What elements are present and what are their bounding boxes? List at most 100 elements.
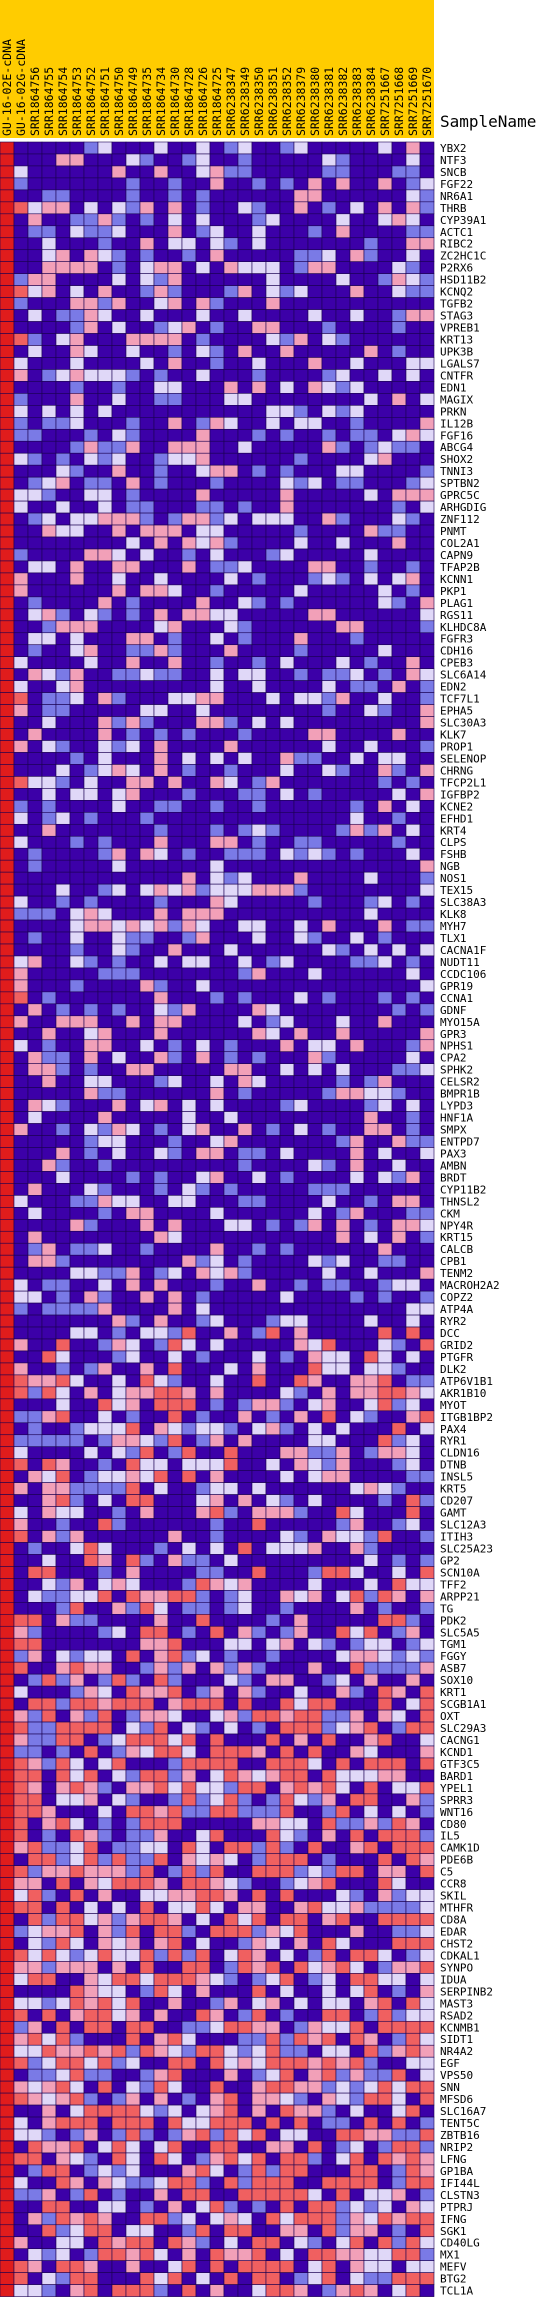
heatmap-cell bbox=[181, 488, 197, 502]
heatmap-cell bbox=[307, 1039, 323, 1053]
heatmap-cell bbox=[209, 859, 225, 873]
heatmap-cell bbox=[153, 1961, 169, 1974]
heatmap-cell bbox=[111, 1350, 127, 1364]
heatmap-cell bbox=[321, 1087, 337, 1100]
heatmap-cell bbox=[0, 1685, 15, 1699]
heatmap-cell bbox=[265, 1829, 281, 1843]
heatmap-cell bbox=[349, 2044, 365, 2058]
heatmap-cell bbox=[335, 644, 351, 658]
heatmap-cell bbox=[293, 1518, 309, 1531]
heatmap-cell bbox=[349, 2020, 365, 2034]
heatmap-cell bbox=[419, 2020, 435, 2034]
heatmap-cell bbox=[125, 1865, 141, 1878]
heatmap-cell bbox=[83, 1230, 99, 1244]
heatmap-cell bbox=[223, 1685, 239, 1699]
heatmap-cell bbox=[335, 261, 351, 274]
heatmap-cell bbox=[111, 1506, 127, 1519]
heatmap-cell bbox=[265, 907, 281, 921]
heatmap-cell bbox=[13, 967, 29, 981]
heatmap-cell bbox=[223, 428, 239, 442]
heatmap-cell bbox=[349, 153, 365, 167]
heatmap-cell bbox=[391, 1661, 407, 1675]
heatmap-cell bbox=[265, 740, 281, 753]
heatmap-cell bbox=[363, 883, 379, 897]
heatmap-cell bbox=[265, 656, 281, 669]
heatmap-cell bbox=[293, 644, 309, 658]
heatmap-cell bbox=[335, 1530, 351, 1543]
heatmap-cell bbox=[419, 1207, 435, 1220]
heatmap-cell bbox=[181, 1506, 197, 1519]
heatmap-cell bbox=[349, 907, 365, 921]
heatmap-cell bbox=[153, 1637, 169, 1651]
heatmap-cell bbox=[209, 835, 225, 849]
heatmap-cell bbox=[335, 764, 351, 777]
heatmap-cell bbox=[27, 644, 43, 658]
heatmap-cell bbox=[13, 812, 29, 825]
heatmap-cell bbox=[209, 476, 225, 490]
heatmap-cell bbox=[349, 979, 365, 993]
heatmap-cell bbox=[307, 943, 323, 957]
heatmap-cell bbox=[335, 1446, 351, 1459]
heatmap-cell bbox=[391, 1673, 407, 1687]
heatmap-cell bbox=[363, 177, 379, 191]
heatmap-cell bbox=[349, 1242, 365, 1256]
heatmap-cell bbox=[209, 1434, 225, 1448]
heatmap-cell bbox=[307, 955, 323, 969]
heatmap-cell bbox=[195, 1637, 211, 1651]
heatmap-cell bbox=[237, 1027, 253, 1041]
heatmap-cell bbox=[265, 464, 281, 478]
heatmap-cell bbox=[237, 1398, 253, 1412]
heatmap-cell bbox=[279, 369, 295, 382]
heatmap-cell bbox=[335, 1925, 351, 1938]
heatmap-cell bbox=[377, 1506, 393, 1519]
heatmap-cell bbox=[97, 1649, 113, 1663]
heatmap-cell bbox=[363, 704, 379, 717]
heatmap-cell bbox=[55, 823, 71, 837]
heatmap-cell bbox=[321, 213, 337, 227]
heatmap-cell bbox=[335, 716, 351, 729]
heatmap-cell bbox=[377, 1087, 393, 1100]
heatmap-cell bbox=[419, 1398, 435, 1412]
heatmap-cell bbox=[209, 1362, 225, 1376]
heatmap-cell bbox=[349, 1805, 365, 1819]
heatmap-cell bbox=[321, 1302, 337, 1316]
heatmap-cell bbox=[265, 2032, 281, 2046]
heatmap-cell bbox=[307, 1649, 323, 1663]
heatmap-cell bbox=[307, 1410, 323, 1424]
heatmap-cell bbox=[279, 788, 295, 801]
heatmap-cell bbox=[279, 357, 295, 370]
heatmap-cell bbox=[209, 812, 225, 825]
heatmap-cell bbox=[391, 1997, 407, 2010]
heatmap-cell bbox=[195, 1135, 211, 1148]
heatmap-cell bbox=[41, 919, 57, 933]
heatmap-cell bbox=[307, 1159, 323, 1172]
heatmap-cell bbox=[279, 536, 295, 550]
heatmap-cell bbox=[405, 249, 421, 262]
heatmap-cell bbox=[41, 788, 57, 801]
heatmap-cell bbox=[195, 309, 211, 322]
heatmap-cell bbox=[377, 1147, 393, 1160]
heatmap-cell bbox=[167, 1362, 183, 1376]
heatmap-cell bbox=[293, 1649, 309, 1663]
heatmap-cell bbox=[111, 153, 127, 167]
heatmap-cell bbox=[265, 1254, 281, 1268]
heatmap-cell bbox=[97, 1290, 113, 1304]
heatmap-cell bbox=[195, 1673, 211, 1687]
heatmap-cell bbox=[363, 1123, 379, 1136]
heatmap-cell bbox=[251, 1554, 267, 1567]
heatmap-cell bbox=[153, 883, 169, 897]
heatmap-cell bbox=[13, 512, 29, 526]
heatmap-cell bbox=[153, 1877, 169, 1890]
heatmap-cell bbox=[419, 991, 435, 1005]
heatmap-cell bbox=[405, 1230, 421, 1244]
heatmap-cell bbox=[195, 177, 211, 191]
heatmap-cell bbox=[181, 321, 197, 334]
heatmap-cell bbox=[307, 788, 323, 801]
heatmap-cell bbox=[97, 752, 113, 765]
heatmap-cell bbox=[405, 1637, 421, 1651]
heatmap-cell bbox=[419, 979, 435, 993]
heatmap-cell bbox=[293, 141, 309, 155]
heatmap-cell bbox=[335, 393, 351, 406]
heatmap-cell bbox=[153, 1195, 169, 1208]
heatmap-cell bbox=[125, 1087, 141, 1100]
